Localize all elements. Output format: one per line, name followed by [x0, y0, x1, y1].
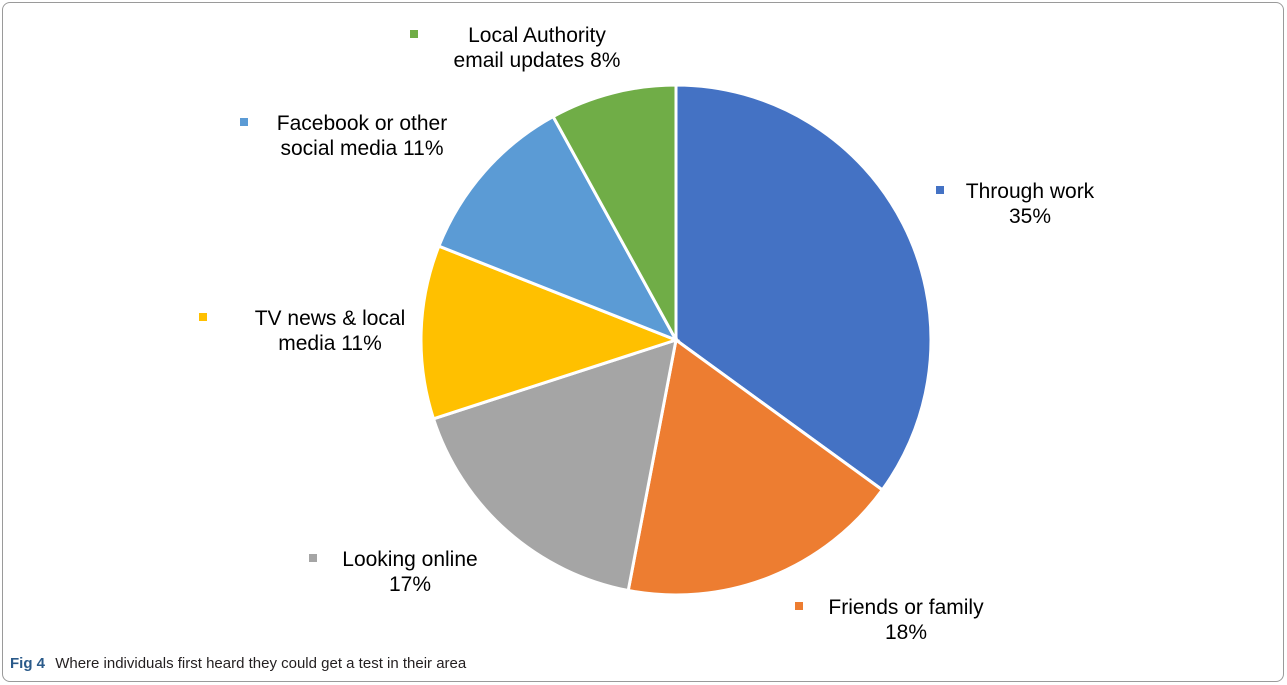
- label-marker-4: [199, 313, 207, 321]
- slice-label-line1-6: Local Authority: [468, 24, 606, 47]
- label-marker-2: [795, 602, 803, 610]
- slice-label-line1-5: Facebook or other: [277, 112, 447, 135]
- slice-label-line1-4: TV news & local: [255, 307, 406, 330]
- slice-label-line2-5: social media 11%: [280, 137, 443, 160]
- slice-label-line2-2: 18%: [885, 621, 927, 644]
- slice-label-line2-6: email updates 8%: [454, 49, 621, 72]
- pie-slice-tv-news-local: [419, 244, 681, 421]
- slice-label-line2-1: 35%: [1009, 205, 1051, 228]
- slice-label-line2-4: media 11%: [278, 332, 382, 355]
- pie-slices: [419, 83, 933, 597]
- pie-slice-looking-online: [431, 337, 678, 593]
- pie-slice-through-work: [674, 83, 933, 492]
- slice-label-line1-2: Friends or family: [828, 596, 984, 619]
- label-marker-1: [936, 186, 944, 194]
- slice-label-line2-3: 17%: [389, 573, 431, 596]
- figure-caption: Fig 4 Where individuals first heard they…: [10, 655, 466, 672]
- figure-number: Fig 4: [10, 655, 46, 672]
- label-marker-5: [240, 118, 248, 126]
- slice-label-line1-3: Looking online: [342, 548, 477, 571]
- label-marker-3: [309, 554, 317, 562]
- pie-slice-facebook-or-other: [436, 114, 680, 343]
- slice-label-line1-1: Through work: [966, 180, 1095, 203]
- pie-slice-friends-or-family: [626, 337, 885, 597]
- pie-slice-local-authority: [551, 83, 678, 341]
- label-marker-6: [410, 30, 418, 38]
- figure-caption-text: Where individuals first heard they could…: [55, 655, 467, 672]
